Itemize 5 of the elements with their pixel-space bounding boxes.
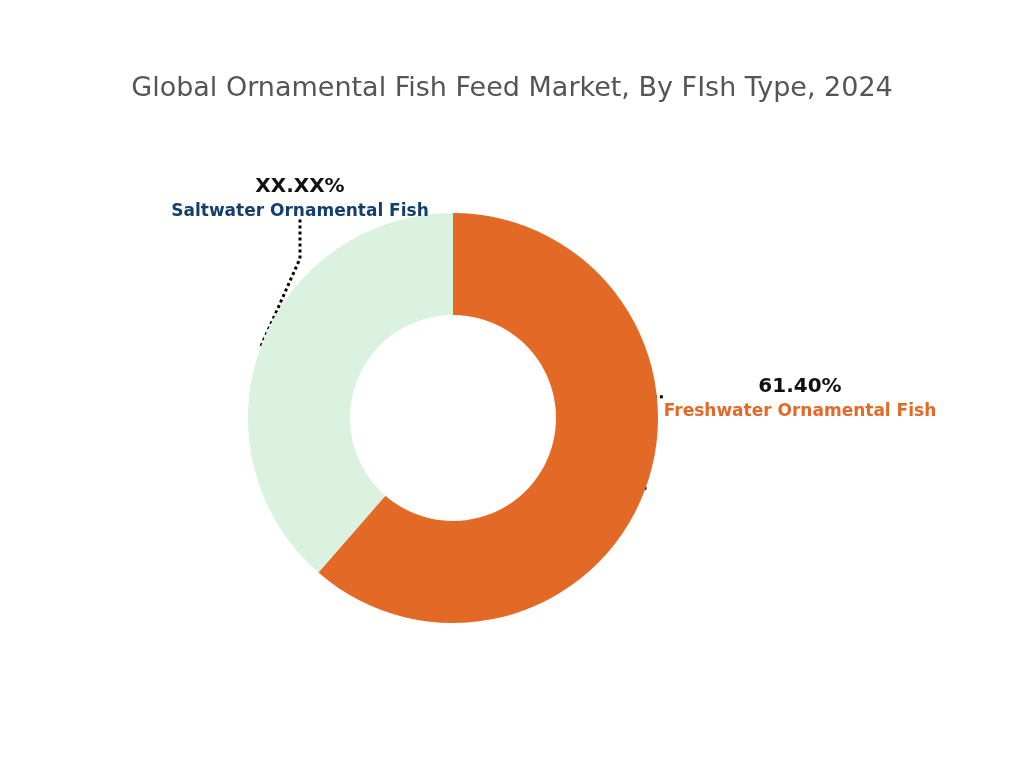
chart-title: Global Ornamental Fish Feed Market, By FIsh Type, 2024 xyxy=(131,71,893,102)
slice-label: Freshwater Ornamental Fish xyxy=(663,400,937,420)
data-label: 61.40% xyxy=(758,373,842,397)
data-label: XX.XX% xyxy=(255,173,345,197)
slice-label: Saltwater Ornamental Fish xyxy=(171,200,429,220)
